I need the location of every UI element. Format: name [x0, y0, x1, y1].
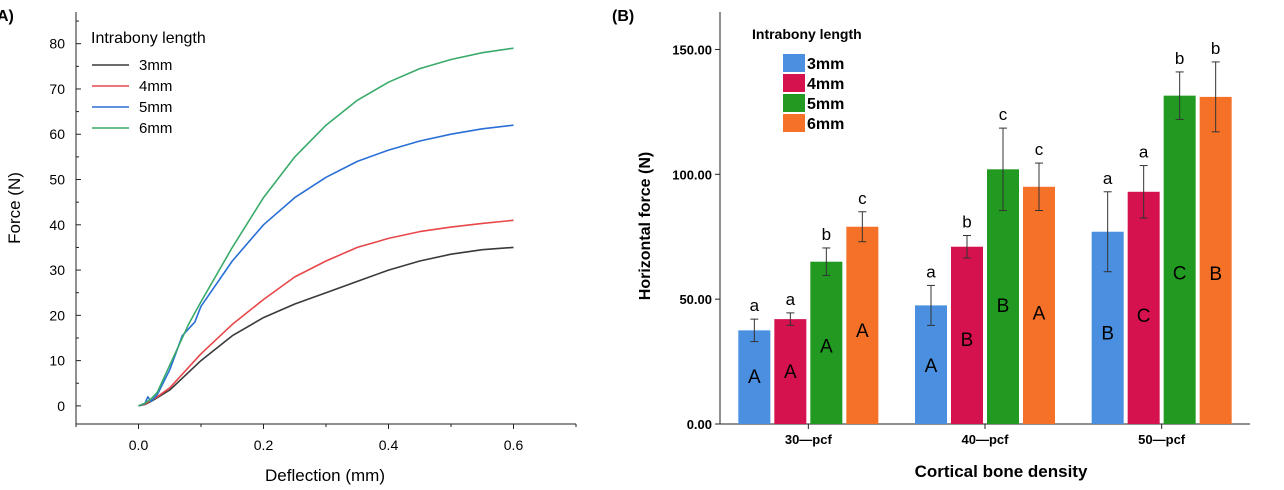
bar-letter-inside: A — [925, 356, 938, 377]
y-tick-label: 70 — [49, 81, 65, 97]
panel-b-axes: 0.00 50.00 100.00 150.00 30—pcf 40—pcf 50—pcf — [672, 12, 1250, 447]
bar-letter-top: a — [926, 262, 936, 281]
y-tick-label: 60 — [49, 126, 65, 142]
y-tick-label: 40 — [49, 217, 65, 233]
bar-letter-inside: A — [1033, 304, 1046, 325]
bar-6mm-2 — [1199, 96, 1232, 424]
x-tick-label: 40—pcf — [962, 432, 1010, 447]
bar-letter-top: a — [1103, 169, 1113, 188]
x-tick-label: 0.4 — [379, 437, 399, 453]
panel-b-label: (B) — [612, 8, 634, 25]
bar-6mm-1 — [1023, 186, 1055, 424]
y-tick-label: 0 — [57, 398, 65, 414]
bar-letter-inside: A — [820, 337, 833, 358]
series-line-3mm — [138, 246, 514, 407]
legend-label-5mm: 5mm — [139, 99, 172, 116]
y-tick-label: 80 — [49, 36, 65, 52]
y-tick-label: 30 — [49, 262, 65, 278]
bar-letter-top: a — [1139, 143, 1149, 162]
bar-chart-panel: (B) Cortical bone density Horizontal for… — [612, 8, 1250, 481]
y-tick-label: 150.00 — [672, 42, 712, 57]
panel-b-bars: a Aa Aa Ba Ab Ba Cb Ac Bb Cc Ac Ab B — [738, 39, 1232, 424]
bar-4mm-2 — [1127, 191, 1160, 424]
panel-a-axes: 0 10 20 30 40 50 60 70 80 0.0 0.2 0.4 0.6 — [49, 12, 577, 453]
bar-letter-inside: B — [961, 330, 974, 351]
y-tick-label: 50.00 — [679, 292, 712, 307]
y-tick-label: 100.00 — [672, 167, 712, 182]
y-tick-label: 50 — [49, 172, 65, 188]
panel-a-y-axis-label: Force (N) — [5, 172, 24, 244]
legend-label-6mm: 6mm — [807, 116, 844, 133]
legend-label-5mm: 5mm — [807, 96, 844, 113]
bar-letter-inside: B — [997, 296, 1010, 317]
bar-letter-inside: C — [1137, 306, 1151, 327]
series-line-5mm — [138, 124, 514, 407]
bar-letter-top: c — [1035, 140, 1044, 159]
bar-5mm-0 — [810, 261, 843, 424]
bar-4mm-0 — [774, 319, 807, 424]
bar-letter-top: a — [786, 290, 796, 309]
panel-b-y-axis-label: Horizontal force (N) — [637, 152, 654, 300]
series-line-6mm — [138, 47, 514, 407]
bar-letter-inside: A — [748, 367, 761, 388]
panel-a-label: A) — [0, 8, 14, 25]
x-tick-label: 30—pcf — [785, 432, 833, 447]
legend-swatch-3mm — [783, 54, 805, 72]
legend-label-3mm: 3mm — [139, 57, 172, 74]
y-tick-label: 0.00 — [687, 417, 712, 432]
bar-letter-top: b — [1175, 49, 1184, 68]
panel-a-x-axis-label: Deflection (mm) — [265, 466, 385, 485]
legend-label-4mm: 4mm — [807, 76, 844, 93]
bar-letter-inside: A — [856, 321, 869, 342]
bar-letter-top: c — [858, 189, 867, 208]
y-tick-label: 10 — [49, 353, 65, 369]
bar-letter-top: a — [750, 296, 760, 315]
bar-letter-inside: B — [1101, 323, 1114, 344]
legend-label-4mm: 4mm — [139, 78, 172, 95]
x-tick-label: 0.6 — [504, 437, 524, 453]
legend-swatch-4mm — [783, 74, 805, 92]
legend-swatch-5mm — [783, 94, 805, 112]
x-tick-label: 0.0 — [129, 437, 149, 453]
bar-4mm-1 — [951, 246, 983, 424]
bar-letter-inside: A — [784, 362, 797, 383]
bar-letter-inside: C — [1173, 264, 1187, 285]
legend-swatch-6mm — [783, 114, 805, 132]
bar-letter-top: b — [822, 225, 831, 244]
line-chart-panel: A) Deflection (mm) Force (N) Intrabony l… — [0, 8, 577, 485]
legend-label-6mm: 6mm — [139, 120, 172, 137]
bar-letter-top: c — [999, 105, 1008, 124]
bar-3mm-0 — [738, 330, 771, 424]
x-tick-label: 0.2 — [254, 437, 274, 453]
y-tick-label: 20 — [49, 307, 65, 323]
panel-b-legend: 3mm 4mm 5mm 6mm — [783, 54, 844, 133]
bar-letter-inside: B — [1209, 264, 1222, 285]
panel-b-legend-title: Intrabony length — [752, 26, 862, 42]
bar-6mm-0 — [846, 226, 879, 424]
panel-a-legend: 3mm 4mm 5mm 6mm — [92, 57, 172, 137]
bar-5mm-2 — [1163, 95, 1196, 424]
panel-b-x-axis-label: Cortical bone density — [915, 462, 1088, 481]
bar-letter-top: b — [962, 212, 971, 231]
bar-letter-top: b — [1211, 39, 1220, 58]
panel-a-legend-title: Intrabony length — [91, 30, 206, 47]
panel-a-series-lines — [138, 47, 514, 407]
x-tick-label: 50—pcf — [1138, 432, 1186, 447]
legend-label-3mm: 3mm — [807, 56, 844, 73]
bar-5mm-1 — [987, 169, 1019, 424]
